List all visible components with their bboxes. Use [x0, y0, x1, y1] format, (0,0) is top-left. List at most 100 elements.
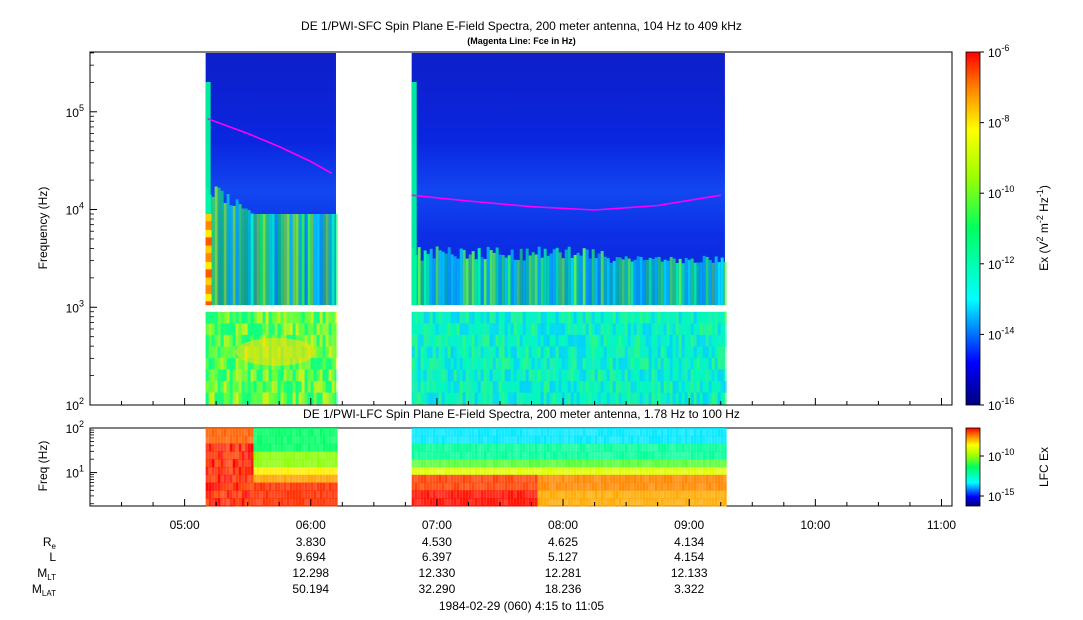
- spectrogram-cell: [573, 451, 577, 460]
- spectrogram-cell: [717, 435, 721, 445]
- spectrogram-cell: [274, 311, 278, 324]
- spectrogram-cell: [621, 323, 625, 336]
- spectrogram-cell: [253, 428, 257, 437]
- spectrogram-cell: [555, 323, 559, 336]
- spectrogram-cell: [699, 459, 703, 468]
- spectrogram-cell: [519, 467, 523, 476]
- spectrogram-cell: [519, 482, 523, 491]
- spectrogram-cell: [304, 467, 308, 476]
- spectrogram-cell: [465, 498, 469, 507]
- spectrogram-cell: [519, 311, 523, 324]
- spectrogram-cell: [292, 467, 296, 476]
- spectrogram-cell: [639, 428, 643, 437]
- spectrogram-cell: [459, 435, 463, 445]
- spectrogram-cell: [564, 482, 568, 491]
- ephemeris-row-label: MLAT: [32, 582, 56, 598]
- spectrogram-cell: [576, 392, 580, 405]
- spectrogram-cell: [507, 435, 511, 445]
- spectrogram-cell: [654, 490, 658, 499]
- spectrogram-cell: [696, 380, 700, 393]
- spectrogram-cell: [594, 474, 598, 484]
- spectrogram-cell: [310, 380, 314, 393]
- spectrogram-cell: [256, 443, 260, 452]
- spectrogram-cell: [492, 482, 496, 491]
- spectrogram-cell: [331, 311, 335, 324]
- spectrogram-cell: [486, 357, 490, 370]
- spectrogram-cell: [298, 357, 302, 370]
- spectrogram-cell: [477, 467, 481, 476]
- spectrogram-cell: [552, 334, 556, 347]
- spectrogram-cell: [555, 451, 559, 460]
- spectrogram-cell: [633, 428, 637, 437]
- spectrogram-cell: [696, 357, 700, 370]
- spectrogram-cell: [627, 369, 631, 382]
- spectrogram-cell: [232, 346, 236, 359]
- spectrogram-cell: [561, 459, 565, 468]
- spectrogram-cell: [229, 428, 233, 437]
- spectrogram-cell: [561, 357, 565, 370]
- spectrogram-cell: [325, 311, 329, 324]
- spectrogram-cell: [636, 443, 640, 452]
- spectrogram-cell: [483, 467, 487, 476]
- spectrogram-cell: [579, 346, 583, 359]
- spectrogram-cell: [510, 451, 514, 460]
- spectrogram-cell: [426, 474, 430, 484]
- spectrogram-cell: [480, 482, 484, 491]
- spectrogram-cell: [678, 334, 682, 347]
- spectrogram-cell: [678, 443, 682, 452]
- spectrogram-cell: [591, 311, 595, 324]
- spectrogram-cell: [438, 443, 442, 452]
- spectrogram-cell: [663, 311, 667, 324]
- spectrogram-cell: [528, 459, 532, 468]
- spectrogram-edge: [205, 82, 211, 306]
- spectrogram-cell: [531, 252, 535, 306]
- spectrogram-cell: [696, 346, 700, 359]
- spectrogram-cell: [711, 380, 715, 393]
- spectrogram-cell: [531, 357, 535, 370]
- spectrogram-cell: [630, 435, 634, 445]
- spectrogram-cell: [223, 380, 227, 393]
- spectrogram-cell: [714, 323, 718, 336]
- spectrogram-cell: [630, 261, 634, 306]
- spectrogram-cell: [429, 323, 433, 336]
- spectrogram-cell: [570, 443, 574, 452]
- spectrogram-cell: [678, 369, 682, 382]
- spectrogram-cell: [510, 334, 514, 347]
- spectrogram-cell: [471, 357, 475, 370]
- spectrogram-cell: [465, 482, 469, 491]
- spectrogram-cell: [663, 435, 667, 445]
- spectrogram-cell: [453, 357, 457, 370]
- spectrogram-cell: [654, 257, 658, 306]
- spectrogram-cell: [331, 482, 335, 491]
- spectrogram-cell: [307, 323, 311, 336]
- spectrogram-cell: [286, 428, 290, 437]
- spectrogram-cell: [516, 259, 520, 306]
- spectrogram-cell: [265, 392, 269, 405]
- spectrogram-cell: [262, 428, 266, 437]
- spectrogram-cell: [444, 253, 448, 306]
- spectrogram-cell: [456, 498, 460, 507]
- spectrogram-cell: [414, 435, 418, 445]
- spectrogram-cell: [699, 334, 703, 347]
- spectrogram-cell: [241, 490, 245, 499]
- spectrogram-cell: [286, 467, 290, 476]
- spectrogram-cell: [250, 467, 254, 476]
- spectrogram-cell: [495, 428, 499, 437]
- spectrogram-cell: [648, 467, 652, 476]
- spectrogram-cell: [465, 435, 469, 445]
- spectrogram-cell: [205, 334, 209, 347]
- spectrogram-cell: [549, 334, 553, 347]
- spectrogram-cell: [328, 392, 332, 405]
- spectrogram-cell: [217, 380, 221, 393]
- spectrogram-cell: [528, 311, 532, 324]
- spectrogram-cell: [459, 392, 463, 405]
- spectrogram-cell: [693, 474, 697, 484]
- spectrogram-cell: [567, 443, 571, 452]
- spectrogram-cell: [624, 380, 628, 393]
- spectrogram-cell: [534, 451, 538, 460]
- spectrogram-cell: [220, 459, 224, 468]
- spectrogram-cell: [507, 482, 511, 491]
- spectrogram-cell: [582, 248, 586, 306]
- spectrogram-cell: [717, 459, 721, 468]
